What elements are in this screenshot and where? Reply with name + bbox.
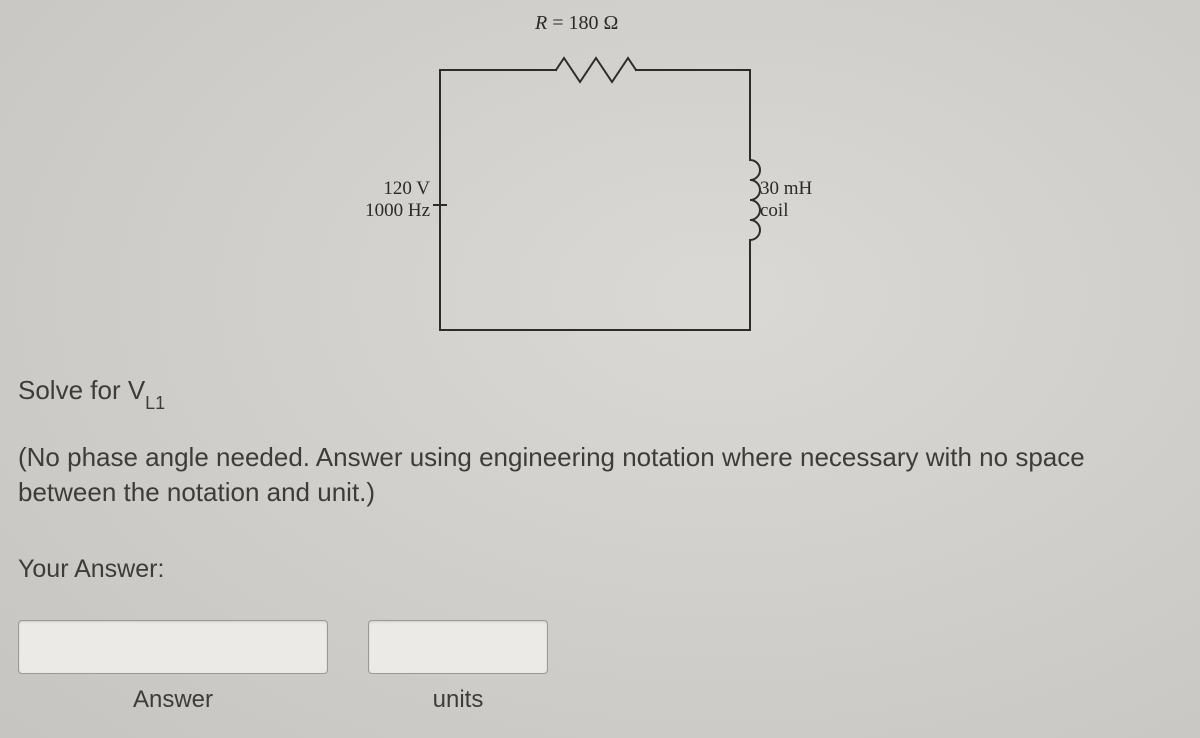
circuit-svg: [220, 10, 980, 350]
instruction-text: (No phase angle needed. Answer using eng…: [18, 440, 1182, 510]
source-frequency: 1000 Hz: [340, 200, 430, 222]
answer-inputs-row: Answer units: [18, 620, 548, 714]
your-answer-label: Your Answer:: [18, 555, 164, 584]
circuit-diagram: R = 180 Ω 120 V 1000 Hz 30 mH coil: [220, 10, 980, 350]
inductor-label: 30 mH coil: [760, 178, 812, 222]
answer-field-group: Answer: [18, 620, 328, 714]
units-field-group: units: [368, 620, 548, 714]
resistor-symbol: R: [535, 12, 547, 34]
inductor-coil-text: coil: [760, 200, 812, 222]
answer-input[interactable]: [18, 620, 328, 674]
resistor-unit: Ω: [604, 12, 619, 34]
source-voltage: 120 V: [340, 178, 430, 200]
answer-caption: Answer: [133, 686, 213, 714]
units-caption: units: [433, 686, 484, 714]
source-label: 120 V 1000 Hz: [340, 178, 430, 222]
question-prefix: Solve for V: [18, 375, 145, 405]
question-prompt: Solve for VL1: [18, 375, 1180, 410]
units-input[interactable]: [368, 620, 548, 674]
question-subscript: L1: [145, 393, 165, 413]
resistor-label: R = 180 Ω: [535, 12, 618, 35]
resistor-value: = 180: [547, 12, 603, 34]
inductor-value: 30 mH: [760, 178, 812, 200]
